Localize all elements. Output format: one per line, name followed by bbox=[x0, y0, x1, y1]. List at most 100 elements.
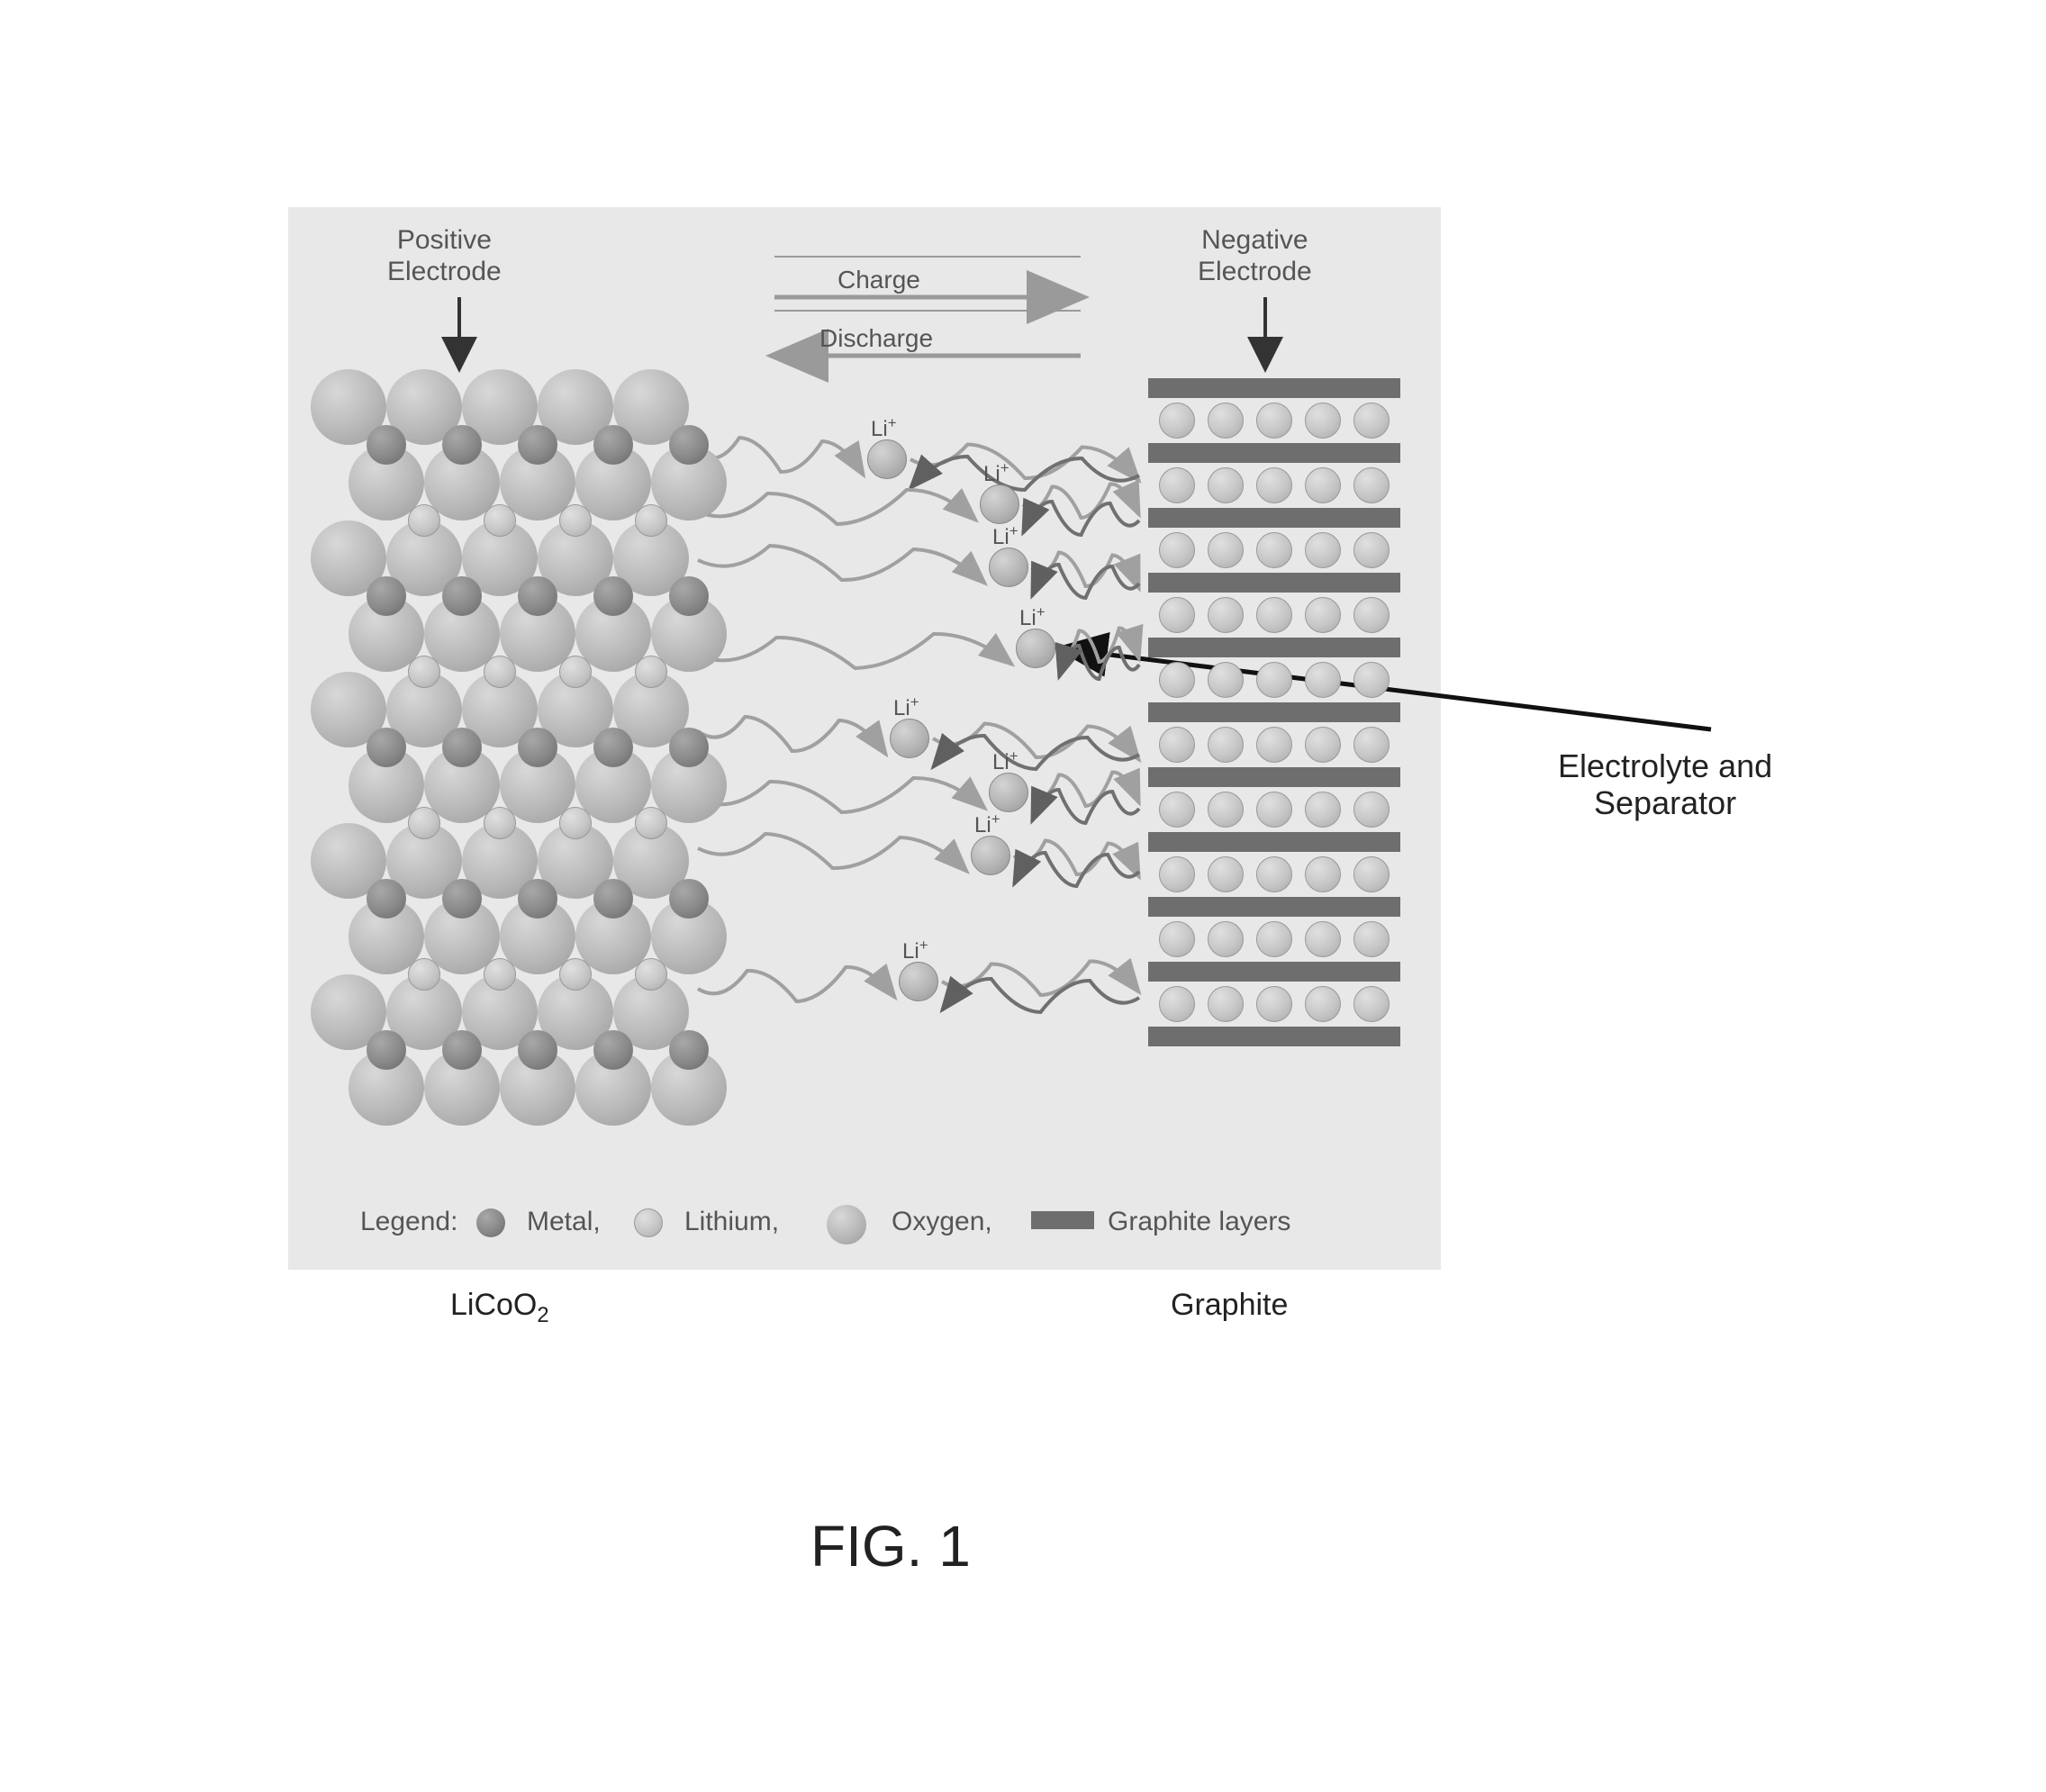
positive-electrode-label: PositiveElectrode bbox=[387, 225, 502, 287]
intercalated-lithium bbox=[1256, 662, 1292, 698]
lithium-atom bbox=[635, 958, 667, 991]
legend-oxygen-icon bbox=[827, 1205, 866, 1244]
intercalated-lithium bbox=[1256, 597, 1292, 633]
lithium-ion bbox=[989, 548, 1028, 587]
metal-atom bbox=[442, 576, 482, 616]
licoo2-caption: LiCoO2 bbox=[450, 1288, 549, 1327]
metal-atom bbox=[669, 1030, 709, 1070]
graphite-layer bbox=[1148, 832, 1400, 852]
metal-atom bbox=[518, 728, 557, 767]
arrows-overlay bbox=[0, 0, 2046, 1792]
legend-metal-label: Metal, bbox=[527, 1207, 601, 1238]
graphite-layer bbox=[1148, 443, 1400, 463]
lithium-atom bbox=[559, 958, 592, 991]
intercalated-lithium bbox=[1208, 532, 1244, 568]
lithium-ion-label: Li+ bbox=[902, 937, 928, 964]
metal-atom bbox=[367, 576, 406, 616]
graphite-layer bbox=[1148, 767, 1400, 787]
graphite-layer bbox=[1148, 897, 1400, 917]
intercalated-lithium bbox=[1353, 856, 1390, 892]
graphite-layer bbox=[1148, 638, 1400, 657]
lithium-ion bbox=[867, 439, 907, 479]
graphite-layer bbox=[1148, 962, 1400, 982]
intercalated-lithium bbox=[1305, 727, 1341, 763]
metal-atom bbox=[367, 879, 406, 919]
intercalated-lithium bbox=[1208, 467, 1244, 503]
figure-caption: FIG. 1 bbox=[810, 1513, 971, 1579]
intercalated-lithium bbox=[1256, 532, 1292, 568]
lithium-ion bbox=[899, 962, 938, 1001]
intercalated-lithium bbox=[1353, 921, 1390, 957]
metal-atom bbox=[518, 879, 557, 919]
lithium-ion bbox=[971, 836, 1010, 875]
intercalated-lithium bbox=[1208, 727, 1244, 763]
graphite-layer bbox=[1148, 573, 1400, 593]
intercalated-lithium bbox=[1208, 662, 1244, 698]
lithium-atom bbox=[559, 656, 592, 688]
legend-lithium-label: Lithium, bbox=[684, 1207, 779, 1238]
metal-atom bbox=[518, 576, 557, 616]
metal-atom bbox=[593, 1030, 633, 1070]
discharge-label: Discharge bbox=[819, 324, 933, 353]
legend-metal-icon bbox=[476, 1208, 505, 1237]
graphite-layer bbox=[1148, 508, 1400, 528]
charge-label: Charge bbox=[837, 266, 920, 294]
intercalated-lithium bbox=[1353, 662, 1390, 698]
lithium-ion-label: Li+ bbox=[974, 810, 1000, 838]
lithium-atom bbox=[635, 807, 667, 839]
metal-atom bbox=[367, 1030, 406, 1070]
intercalated-lithium bbox=[1208, 403, 1244, 439]
negative-electrode-label: NegativeElectrode bbox=[1198, 225, 1312, 287]
legend-prefix: Legend: bbox=[360, 1207, 457, 1238]
intercalated-lithium bbox=[1353, 532, 1390, 568]
metal-atom bbox=[442, 425, 482, 465]
intercalated-lithium bbox=[1305, 532, 1341, 568]
lithium-atom bbox=[408, 656, 440, 688]
intercalated-lithium bbox=[1353, 597, 1390, 633]
lithium-ion bbox=[989, 773, 1028, 812]
intercalated-lithium bbox=[1305, 856, 1341, 892]
intercalated-lithium bbox=[1256, 403, 1292, 439]
graphite-layer bbox=[1148, 1027, 1400, 1046]
lithium-ion bbox=[890, 719, 929, 758]
intercalated-lithium bbox=[1305, 662, 1341, 698]
intercalated-lithium bbox=[1353, 403, 1390, 439]
intercalated-lithium bbox=[1256, 921, 1292, 957]
metal-atom bbox=[669, 425, 709, 465]
lithium-atom bbox=[408, 807, 440, 839]
electrolyte-separator-label: Electrolyte andSeparator bbox=[1558, 747, 1772, 822]
lithium-ion-label: Li+ bbox=[992, 747, 1018, 775]
lithium-ion-label: Li+ bbox=[1019, 603, 1046, 631]
intercalated-lithium bbox=[1353, 792, 1390, 828]
intercalated-lithium bbox=[1208, 856, 1244, 892]
intercalated-lithium bbox=[1353, 727, 1390, 763]
lithium-ion-label: Li+ bbox=[983, 459, 1009, 487]
lithium-atom bbox=[408, 958, 440, 991]
intercalated-lithium bbox=[1305, 792, 1341, 828]
lithium-ion bbox=[1016, 629, 1055, 668]
metal-atom bbox=[593, 728, 633, 767]
metal-atom bbox=[669, 576, 709, 616]
intercalated-lithium bbox=[1305, 921, 1341, 957]
intercalated-lithium bbox=[1305, 597, 1341, 633]
metal-atom bbox=[442, 879, 482, 919]
lithium-ion bbox=[980, 484, 1019, 524]
legend-oxygen-label: Oxygen, bbox=[892, 1207, 992, 1238]
intercalated-lithium bbox=[1256, 727, 1292, 763]
graphite-layer bbox=[1148, 702, 1400, 722]
lithium-ion-label: Li+ bbox=[893, 693, 919, 721]
lithium-atom bbox=[559, 504, 592, 537]
intercalated-lithium bbox=[1305, 467, 1341, 503]
intercalated-lithium bbox=[1305, 403, 1341, 439]
metal-atom bbox=[442, 1030, 482, 1070]
metal-atom bbox=[593, 879, 633, 919]
intercalated-lithium bbox=[1353, 467, 1390, 503]
legend-lithium-icon bbox=[634, 1208, 663, 1237]
intercalated-lithium bbox=[1256, 792, 1292, 828]
intercalated-lithium bbox=[1208, 986, 1244, 1022]
metal-atom bbox=[518, 425, 557, 465]
lithium-atom bbox=[484, 504, 516, 537]
figure-canvas: Li+Li+Li+Li+Li+Li+Li+Li+ PositiveElectro… bbox=[0, 0, 2046, 1792]
intercalated-lithium bbox=[1256, 856, 1292, 892]
lithium-atom bbox=[559, 807, 592, 839]
